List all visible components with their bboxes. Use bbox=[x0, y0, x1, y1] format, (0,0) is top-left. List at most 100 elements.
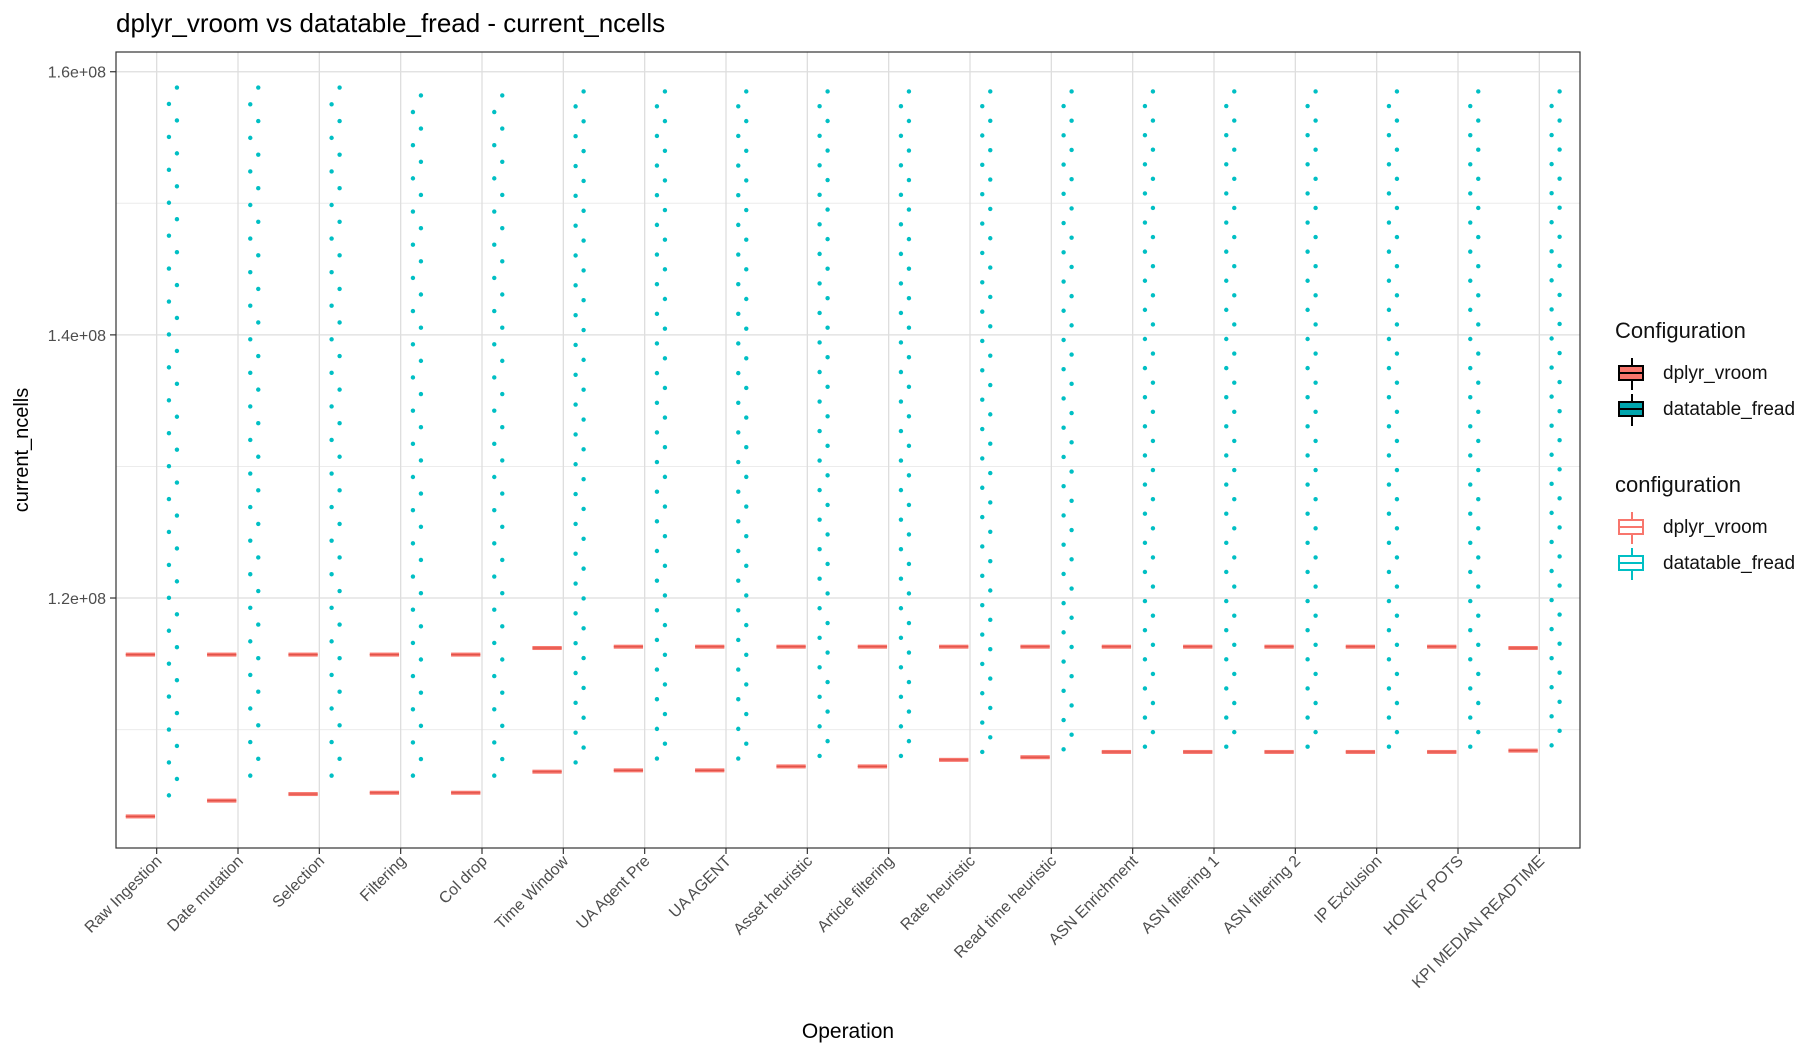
datatable-fread-point bbox=[256, 723, 261, 728]
datatable-fread-point bbox=[1305, 598, 1310, 604]
datatable-fread-point bbox=[825, 414, 830, 419]
datatable-fread-point bbox=[898, 428, 904, 434]
datatable-fread-point bbox=[1313, 351, 1318, 356]
datatable-fread-point bbox=[1305, 686, 1310, 691]
datatable-fread-point bbox=[410, 707, 416, 712]
datatable-fread-point bbox=[980, 221, 985, 226]
datatable-fread-point bbox=[256, 152, 261, 157]
datatable-fread-point bbox=[1313, 147, 1318, 152]
datatable-fread-point bbox=[654, 104, 660, 109]
datatable-fread-point bbox=[573, 670, 578, 676]
datatable-fread-point bbox=[329, 404, 334, 409]
datatable-fread-point bbox=[256, 219, 261, 224]
datatable-fread-point bbox=[1313, 176, 1318, 182]
datatable-fread-point bbox=[1549, 539, 1554, 545]
datatable-fread-point bbox=[736, 489, 741, 494]
datatable-fread-point bbox=[906, 650, 912, 655]
datatable-fread-point bbox=[1549, 307, 1554, 312]
datatable-fread-point bbox=[988, 412, 993, 417]
x-tick-label: ASN filtering 1 bbox=[1138, 853, 1222, 937]
datatable-fread-point bbox=[744, 533, 749, 539]
datatable-fread-point bbox=[1313, 584, 1318, 589]
datatable-fread-point bbox=[329, 269, 334, 275]
datatable-fread-point bbox=[581, 655, 586, 661]
datatable-fread-point bbox=[1476, 526, 1481, 531]
datatable-fread-point bbox=[329, 337, 334, 342]
datatable-fread-point bbox=[500, 590, 505, 596]
datatable-fread-point bbox=[248, 202, 253, 208]
datatable-fread-point bbox=[1061, 396, 1066, 401]
datatable-fread-point bbox=[573, 462, 578, 467]
datatable-fread-point bbox=[1549, 336, 1554, 341]
datatable-fread-point bbox=[1150, 496, 1156, 502]
datatable-fread-point bbox=[256, 655, 261, 661]
datatable-fread-point bbox=[166, 793, 172, 798]
datatable-fread-point bbox=[1224, 511, 1229, 516]
datatable-fread-point bbox=[256, 118, 261, 124]
datatable-fread-point bbox=[980, 720, 985, 725]
datatable-fread-point bbox=[1549, 423, 1554, 428]
datatable-fread-point bbox=[736, 400, 741, 405]
datatable-fread-point bbox=[337, 622, 342, 627]
datatable-fread-point bbox=[736, 430, 741, 435]
datatable-fread-point bbox=[1557, 321, 1562, 327]
datatable-fread-point bbox=[329, 739, 334, 745]
datatable-fread-point bbox=[1150, 700, 1156, 706]
datatable-fread-point bbox=[1150, 380, 1156, 385]
datatable-fread-point bbox=[410, 574, 416, 579]
datatable-fread-point bbox=[1468, 569, 1473, 575]
datatable-fread-point bbox=[1305, 482, 1310, 487]
datatable-fread-point bbox=[1557, 554, 1562, 559]
datatable-fread-point bbox=[980, 632, 985, 637]
datatable-fread-point bbox=[1394, 118, 1400, 123]
datatable-fread-point bbox=[1394, 89, 1400, 94]
datatable-fread-point bbox=[662, 711, 668, 717]
datatable-fread-point bbox=[581, 447, 586, 452]
datatable-fread-point bbox=[573, 342, 578, 348]
datatable-fread-point bbox=[581, 596, 586, 601]
datatable-fread-point bbox=[906, 89, 912, 94]
datatable-fread-point bbox=[654, 548, 660, 554]
datatable-fread-point bbox=[1224, 657, 1229, 662]
datatable-fread-point bbox=[337, 689, 342, 694]
datatable-fread-point bbox=[581, 357, 586, 363]
datatable-fread-point bbox=[988, 118, 993, 124]
datatable-fread-point bbox=[1394, 671, 1400, 677]
datatable-fread-point bbox=[906, 591, 912, 596]
x-tick-label: ASN Enrichment bbox=[1046, 852, 1142, 948]
datatable-fread-point bbox=[817, 369, 822, 375]
datatable-fread-point bbox=[980, 661, 985, 667]
datatable-fread-point bbox=[825, 207, 830, 212]
datatable-fread-point bbox=[1061, 367, 1066, 372]
datatable-fread-point bbox=[825, 384, 830, 389]
datatable-fread-point bbox=[581, 387, 586, 392]
datatable-fread-point bbox=[744, 148, 749, 153]
datatable-fread-point bbox=[337, 655, 342, 661]
datatable-fread-point bbox=[166, 134, 172, 140]
datatable-fread-point bbox=[1313, 496, 1318, 502]
datatable-fread-point bbox=[906, 207, 912, 212]
datatable-fread-point bbox=[736, 697, 741, 702]
datatable-fread-point bbox=[166, 167, 172, 173]
datatable-fread-point bbox=[980, 485, 985, 490]
datatable-fread-point bbox=[410, 607, 416, 612]
datatable-fread-point bbox=[662, 682, 668, 687]
datatable-fread-point bbox=[1549, 394, 1554, 399]
datatable-fread-point bbox=[329, 639, 334, 644]
datatable-fread-point bbox=[1476, 380, 1481, 385]
legend-color: configuration dplyr_vroom datatable_frea… bbox=[1615, 472, 1795, 582]
datatable-fread-point bbox=[898, 251, 904, 257]
datatable-fread-point bbox=[817, 458, 822, 463]
datatable-fread-point bbox=[662, 504, 668, 509]
datatable-fread-point bbox=[166, 727, 172, 732]
datatable-fread-point bbox=[1061, 483, 1066, 489]
datatable-fread-point bbox=[248, 102, 253, 107]
datatable-fread-point bbox=[1468, 249, 1473, 254]
datatable-fread-point bbox=[248, 135, 253, 141]
datatable-fread-point bbox=[662, 622, 668, 628]
datatable-fread-point bbox=[1142, 365, 1148, 371]
datatable-fread-point bbox=[1468, 336, 1473, 342]
datatable-fread-point bbox=[988, 735, 993, 740]
datatable-fread-point bbox=[337, 186, 342, 191]
datatable-fread-point bbox=[898, 281, 904, 286]
